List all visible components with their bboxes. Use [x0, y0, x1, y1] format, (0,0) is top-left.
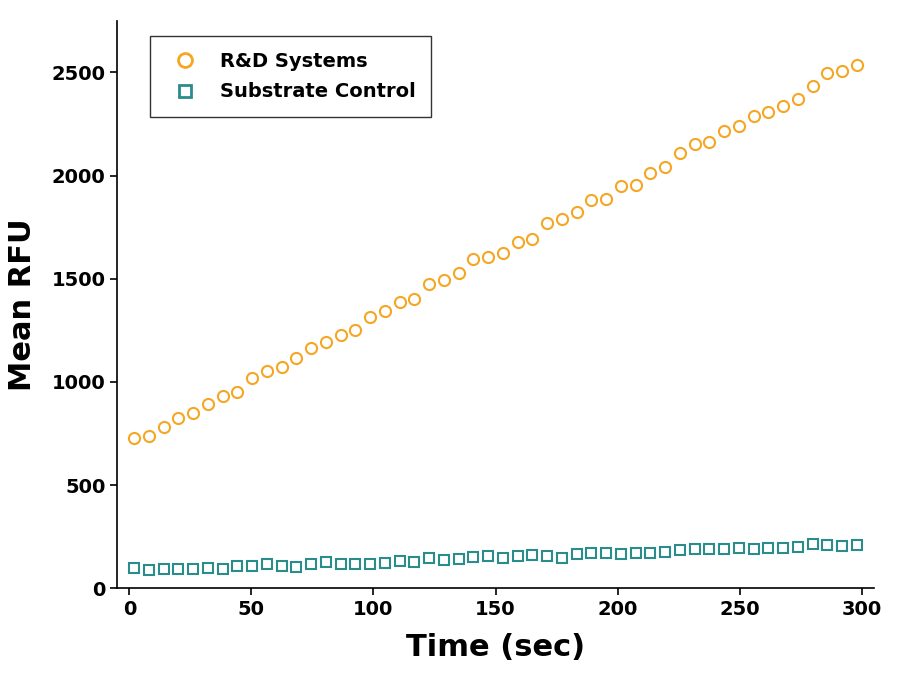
Y-axis label: Mean RFU: Mean RFU: [8, 218, 38, 391]
Legend: R&D Systems, Substrate Control: R&D Systems, Substrate Control: [150, 36, 431, 117]
X-axis label: Time (sec): Time (sec): [406, 633, 585, 662]
